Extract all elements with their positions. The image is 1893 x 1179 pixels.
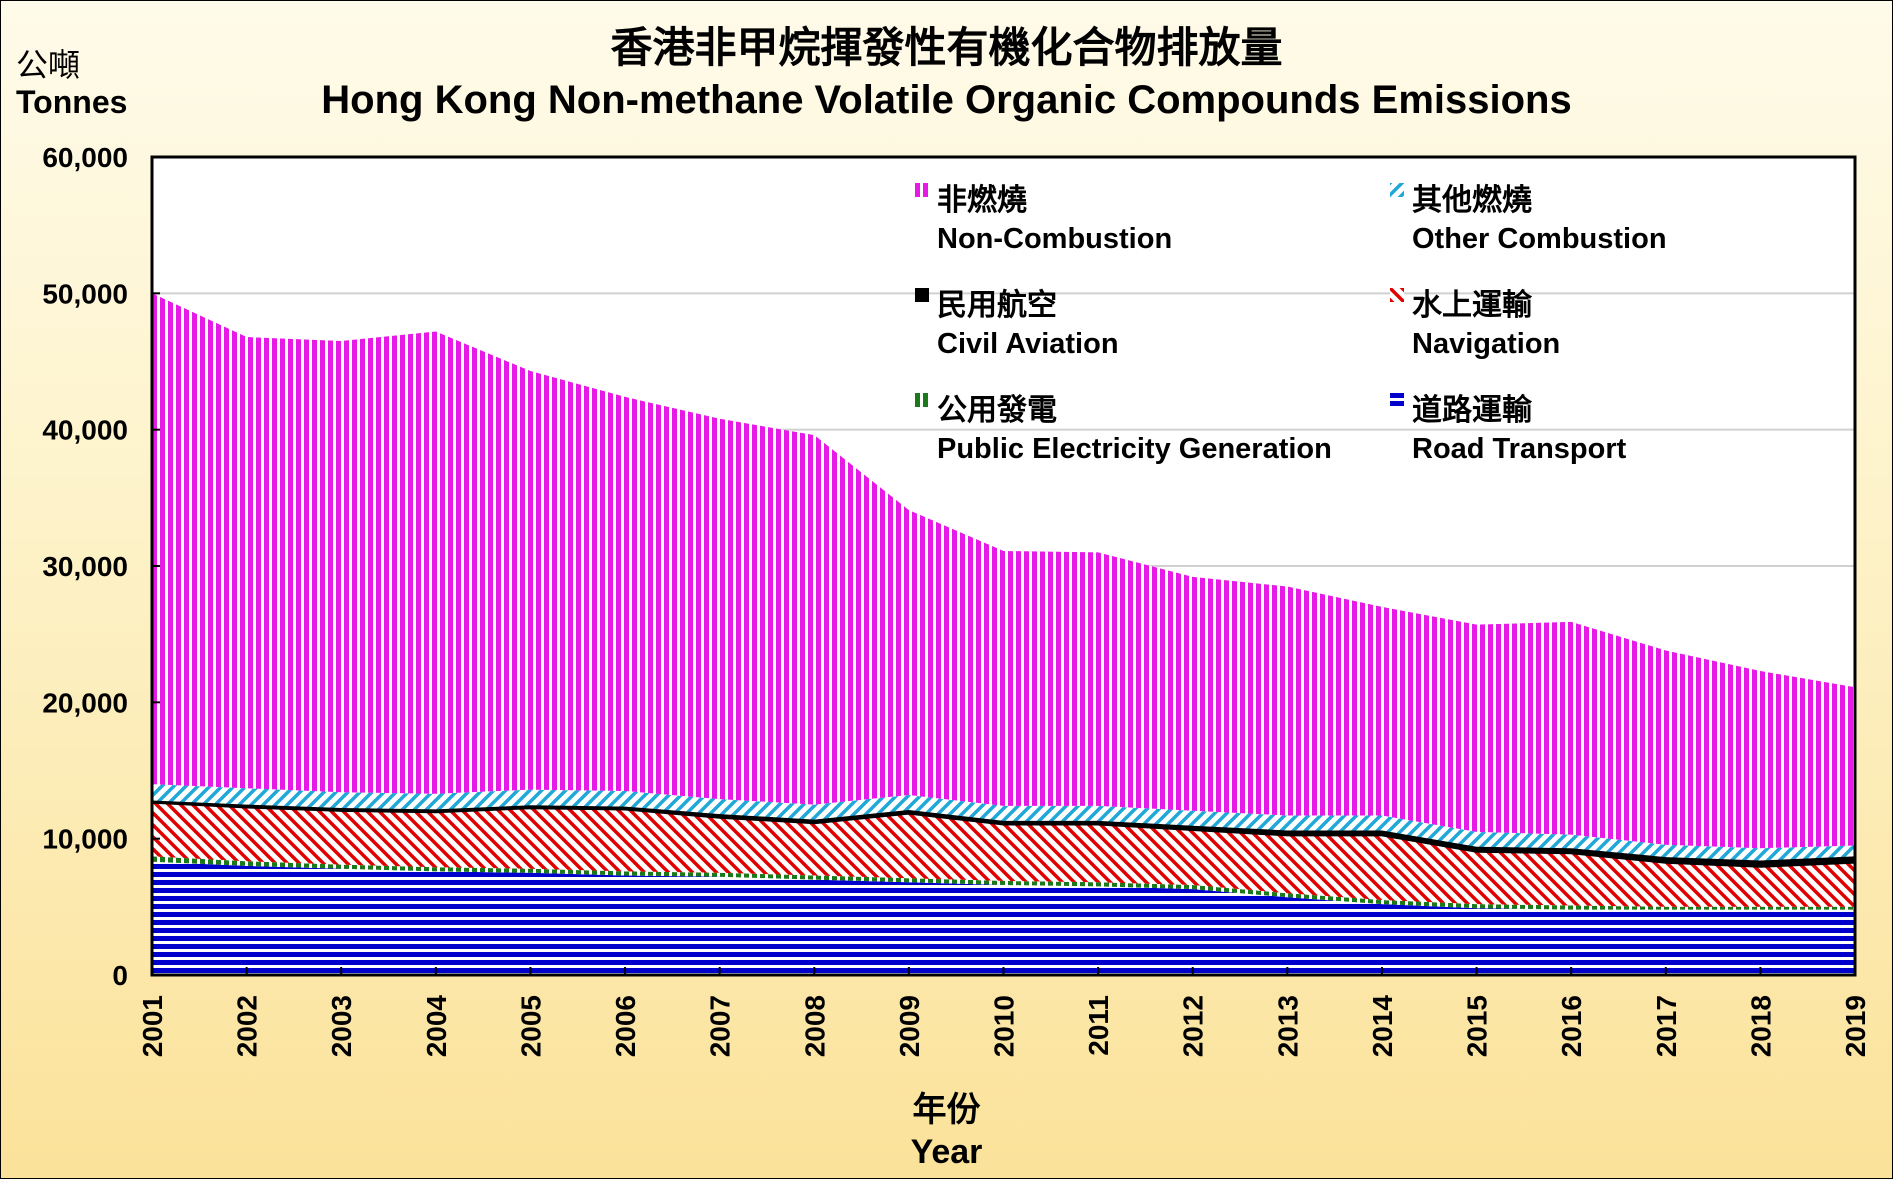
legend-label-zh: 道路運輸 xyxy=(1412,393,1532,428)
legend-label-en: Navigation xyxy=(1412,328,1561,360)
legend-swatch xyxy=(915,183,929,197)
x-tick-label: 2007 xyxy=(705,995,736,1057)
y-axis-unit-zh: 公噸 xyxy=(16,46,81,84)
x-tick-label: 2012 xyxy=(1178,995,1209,1057)
x-tick-label: 2018 xyxy=(1745,995,1776,1057)
legend-label-en: Non-Combustion xyxy=(937,223,1173,255)
x-tick-label: 2001 xyxy=(137,995,168,1057)
y-tick-label: 0 xyxy=(112,960,128,991)
x-tick-label: 2009 xyxy=(894,995,925,1057)
y-tick-label: 30,000 xyxy=(42,551,128,582)
x-tick-label: 2006 xyxy=(610,995,641,1057)
legend-label-en: Public Electricity Generation xyxy=(937,433,1332,465)
x-tick-label: 2005 xyxy=(515,995,546,1057)
legend-swatch xyxy=(1390,393,1404,407)
legend-label-zh: 民用航空 xyxy=(937,288,1057,323)
x-tick-label: 2008 xyxy=(799,995,830,1057)
x-axis-label-en: Year xyxy=(910,1133,983,1171)
y-axis-unit-en: Tonnes xyxy=(16,84,128,120)
legend-label-en: Road Transport xyxy=(1412,433,1627,465)
chart-title-zh: 香港非甲烷揮發性有機化合物排放量 xyxy=(610,23,1283,72)
chart-title-en: Hong Kong Non-methane Volatile Organic C… xyxy=(321,78,1572,122)
area-road-transport xyxy=(152,861,1855,975)
y-tick-label: 10,000 xyxy=(42,824,128,855)
y-tick-label: 40,000 xyxy=(42,415,128,446)
x-tick-label: 2003 xyxy=(326,995,357,1057)
legend-label-zh: 水上運輸 xyxy=(1412,288,1532,323)
x-axis-label-zh: 年份 xyxy=(912,1090,981,1130)
legend-label-en: Other Combustion xyxy=(1412,223,1667,255)
legend-label-zh: 非燃燒 xyxy=(937,183,1027,218)
area-other-combustion xyxy=(152,784,1855,861)
x-tick-label: 2013 xyxy=(1272,995,1303,1057)
y-tick-label: 50,000 xyxy=(42,278,128,309)
legend-swatch xyxy=(1390,288,1404,302)
area-navigation xyxy=(152,803,1855,907)
x-tick-label: 2017 xyxy=(1651,995,1682,1057)
x-tick-label: 2002 xyxy=(232,995,263,1057)
x-tick-label: 2014 xyxy=(1367,995,1398,1058)
legend-swatch xyxy=(1390,183,1404,197)
y-tick-label: 60,000 xyxy=(42,142,128,173)
legend-swatch xyxy=(915,288,929,302)
legend-swatch xyxy=(915,393,929,407)
x-tick-label: 2015 xyxy=(1462,995,1493,1057)
legend-label-en: Civil Aviation xyxy=(937,328,1119,360)
x-tick-label: 2010 xyxy=(989,995,1020,1057)
area-non-combustion xyxy=(152,293,1855,849)
x-tick-label: 2019 xyxy=(1840,995,1871,1057)
y-tick-label: 20,000 xyxy=(42,687,128,718)
x-tick-label: 2016 xyxy=(1556,995,1587,1057)
legend-label-zh: 其他燃燒 xyxy=(1412,183,1532,218)
x-tick-label: 2004 xyxy=(421,995,452,1058)
legend-label-zh: 公用發電 xyxy=(937,393,1057,428)
area-public-electricity-generation xyxy=(152,856,1855,910)
x-tick-label: 2011 xyxy=(1083,995,1114,1056)
